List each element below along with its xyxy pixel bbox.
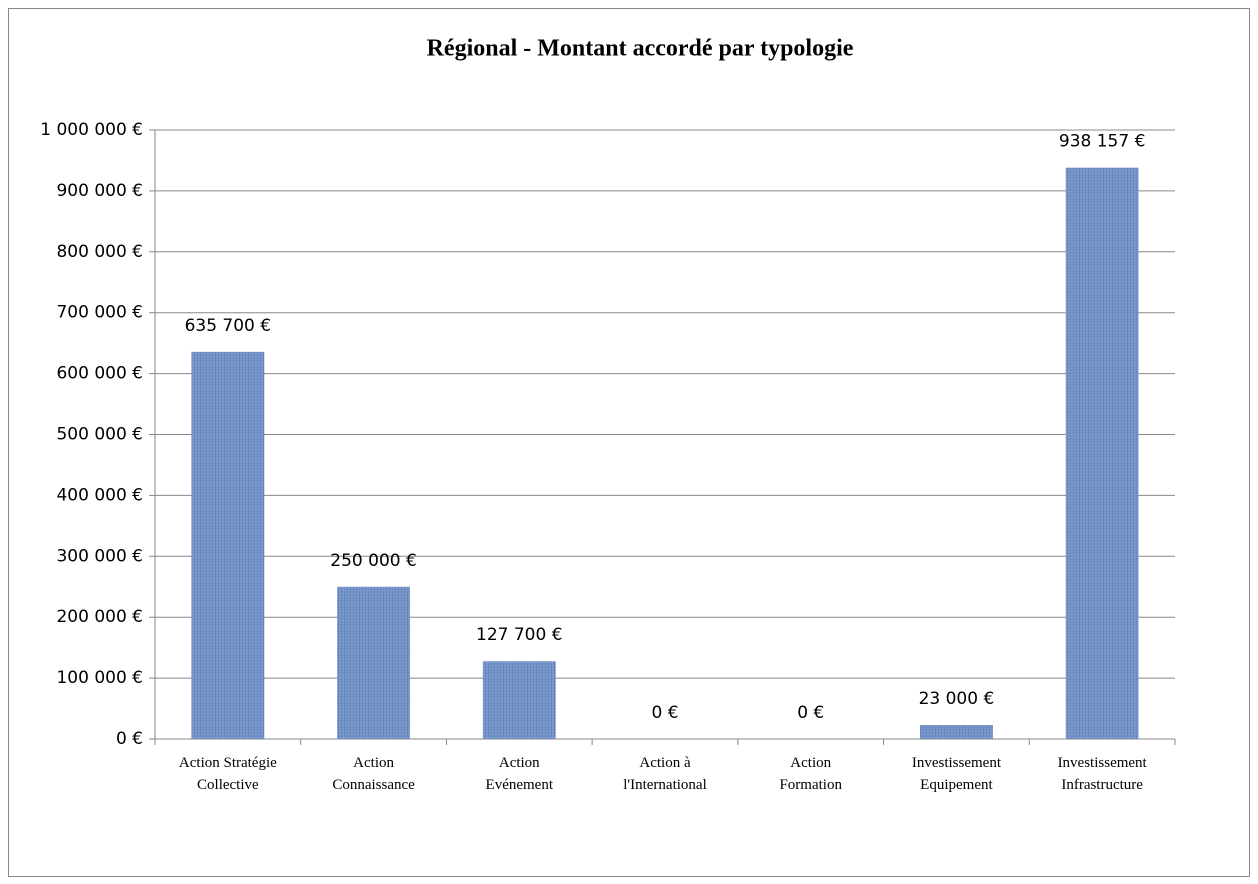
chart-title: Régional - Montant accordé par typologie <box>427 36 854 62</box>
y-tick-label: 0 € <box>116 729 143 749</box>
x-tick-label-line: Action à <box>639 755 691 771</box>
y-tick-label: 100 000 € <box>56 668 143 688</box>
y-tick-label: 900 000 € <box>56 181 143 201</box>
value-label: 250 000 € <box>330 551 417 571</box>
x-tick-label: Action Connaissance <box>332 755 415 793</box>
value-label: 0 € <box>651 703 678 723</box>
x-tick-label: Action Formation <box>779 755 842 793</box>
x-tick-label-line: Action <box>790 755 831 771</box>
value-label: 938 157 € <box>1059 132 1146 152</box>
y-tick-label: 700 000 € <box>56 303 143 323</box>
bar <box>920 724 993 739</box>
bar <box>1065 167 1139 740</box>
value-label: 23 000 € <box>919 689 995 709</box>
x-tick-label-line: Connaissance <box>332 777 415 793</box>
y-tick-label: 300 000 € <box>56 546 143 566</box>
x-tick-label-line: Investissement <box>912 755 1002 771</box>
x-tick-label-line: Action Stratégie <box>179 755 277 771</box>
x-tick-label-line: Formation <box>779 777 842 793</box>
x-tick-label-line: Action <box>499 755 540 771</box>
x-tick-label-line: Equipement <box>920 777 993 793</box>
x-tick-label-line: l'International <box>623 777 707 793</box>
x-tick-label-line: Investissement <box>1058 755 1148 771</box>
x-tick-label-line: Action <box>353 755 394 771</box>
y-tick-label: 200 000 € <box>56 607 143 627</box>
x-tick-label-line: Evénement <box>486 777 554 793</box>
x-tick-label: Action Stratégie Collective <box>179 755 277 793</box>
x-tick-label-line: Infrastructure <box>1061 777 1143 793</box>
y-tick-label: 500 000 € <box>56 425 143 445</box>
x-tick-label-line: Collective <box>197 777 259 793</box>
y-tick-label: 1 000 000 € <box>40 120 143 140</box>
x-tick-label: Investissement Equipement <box>912 755 1002 793</box>
bar <box>337 586 410 739</box>
y-tick-label: 800 000 € <box>56 242 143 262</box>
x-tick-label: Action Evénement <box>486 755 554 793</box>
value-label: 127 700 € <box>476 625 563 645</box>
bar <box>191 351 265 739</box>
y-tick-label: 600 000 € <box>56 364 143 384</box>
x-tick-label: Investissement Infrastructure <box>1058 755 1148 793</box>
y-tick-label: 400 000 € <box>56 485 143 505</box>
value-label: 635 700 € <box>185 316 272 336</box>
bar <box>482 661 556 739</box>
value-label: 0 € <box>797 703 824 723</box>
x-tick-label: Action à l'International <box>623 755 707 793</box>
